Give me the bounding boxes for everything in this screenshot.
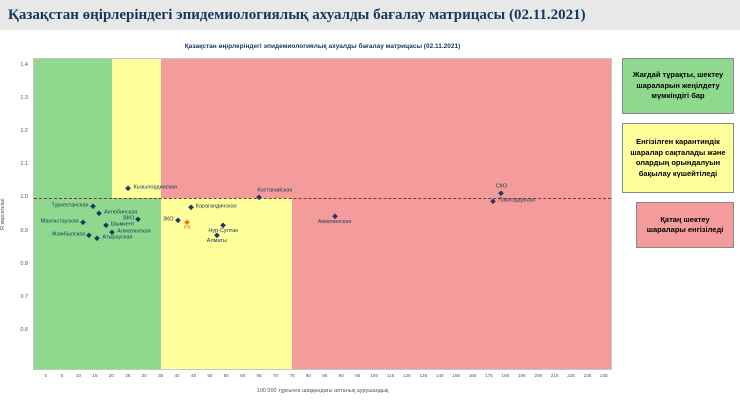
legend-item-stable: Жағдай тұрақты, шектеу шараларын жеңілде… (622, 58, 734, 114)
zone-green (34, 197, 162, 369)
x-tick: 65 (256, 373, 262, 378)
legend-item-quarantine-kept: Енгізілген карантиндік шаралар сақталады… (622, 123, 734, 193)
data-point-label: Акмолинская (317, 218, 352, 225)
x-tick: 145 (435, 373, 444, 378)
zone-green (34, 59, 113, 198)
legend-item-strict-restrictions: Қатаң шектеу шаралары енгізіледі (636, 202, 734, 248)
x-tick: 115 (386, 373, 395, 378)
zone-yellow (161, 197, 293, 369)
x-tick: 215 (550, 373, 559, 378)
data-point-label: Мангистауская (40, 218, 79, 225)
data-point-label: Нур-Султан (208, 228, 239, 235)
x-tick: 45 (190, 373, 197, 378)
y-tick: 1.2 (20, 128, 28, 135)
y-axis-ticks: 1.4 1.3 1.2 1.1 1.0 0.9 0.8 0.7 0.6 (8, 58, 30, 370)
zone-red (292, 197, 611, 369)
x-tick: 175 (485, 373, 493, 378)
x-tick: 70 (273, 373, 279, 378)
data-point-label: Шымкент (110, 220, 135, 227)
data-point-label: Жамбылская (51, 231, 86, 238)
x-tick: 60 (240, 373, 246, 378)
data-point-label: Алматы (206, 238, 227, 245)
y-tick: 0.6 (20, 327, 28, 334)
plot-area: Туркестанская Актюбинская Мангистауская Шым… (33, 58, 612, 370)
zone-red (161, 59, 611, 198)
x-tick: 165 (468, 373, 477, 378)
threshold-line-r-equals-1 (34, 197, 611, 199)
x-tick: 225 (567, 373, 575, 378)
data-point-label: Туркестанская (51, 202, 89, 208)
data-point-label: Атырауская (102, 233, 133, 240)
legend: Жағдай тұрақты, шектеу шараларын жеңілде… (622, 58, 734, 248)
zone-yellow (112, 59, 162, 198)
chart-title: Қазақстан өңірлеріндегі эпидемиологиялық… (184, 43, 461, 50)
page-title: Қазақстан өңірлеріндегі эпидемиологиялық… (0, 0, 740, 30)
x-tick: 75 (289, 373, 295, 378)
y-tick: 0.7 (20, 293, 28, 300)
x-tick: 90 (338, 373, 344, 378)
x-tick: 205 (534, 373, 543, 378)
x-tick: 55 (223, 373, 229, 378)
data-point-label: Актюбинская (104, 209, 138, 216)
y-tick: 0.9 (20, 227, 28, 234)
data-point-label: Кызылординская (133, 183, 178, 190)
x-tick: 235 (583, 373, 592, 378)
x-tick: 40 (174, 373, 180, 378)
x-tick: 35 (158, 373, 164, 378)
x-tick: 80 (305, 373, 311, 378)
x-tick: 0 (44, 373, 48, 378)
x-tick: 95 (355, 373, 361, 378)
data-point-label: ВКО (123, 215, 135, 222)
x-tick: 20 (108, 373, 114, 378)
x-tick: 25 (125, 373, 131, 378)
data-point-label: РК (183, 225, 191, 232)
y-tick: 1.4 (20, 61, 28, 68)
x-tick: 195 (517, 373, 526, 378)
data-point-label: СКО (495, 183, 508, 190)
x-tick: 185 (501, 373, 510, 378)
data-point-label: Костанайская (257, 187, 293, 194)
x-tick: 135 (419, 373, 428, 378)
y-tick: 1.0 (20, 194, 28, 201)
y-tick: 1.3 (20, 94, 28, 101)
x-tick: 105 (370, 373, 378, 378)
x-tick: 155 (452, 373, 460, 378)
x-axis-ticks: 0 5 10 15 20 25 30 35 40 45 50 55 60 65 70 75 80 85 90 95 10… (33, 373, 612, 381)
x-tick: 85 (322, 373, 328, 378)
data-point-label: Павлодарская (498, 197, 535, 204)
data-point-label: Алматинская (117, 228, 151, 235)
x-tick: 50 (207, 373, 213, 378)
data-point-label: Карагандинская (195, 202, 237, 209)
x-tick: 245 (600, 373, 608, 378)
data-point-label: ЗКО (162, 216, 174, 223)
x-tick: 30 (141, 373, 147, 378)
x-axis-label: 100 000 тұрғынға шаққандағы апталық ауру… (256, 388, 389, 394)
x-tick: 5 (60, 373, 64, 378)
x-tick: 10 (76, 373, 82, 378)
x-tick: 15 (92, 373, 98, 378)
y-tick: 1.1 (20, 161, 28, 168)
y-tick: 0.8 (20, 260, 28, 267)
x-tick: 125 (403, 373, 411, 378)
